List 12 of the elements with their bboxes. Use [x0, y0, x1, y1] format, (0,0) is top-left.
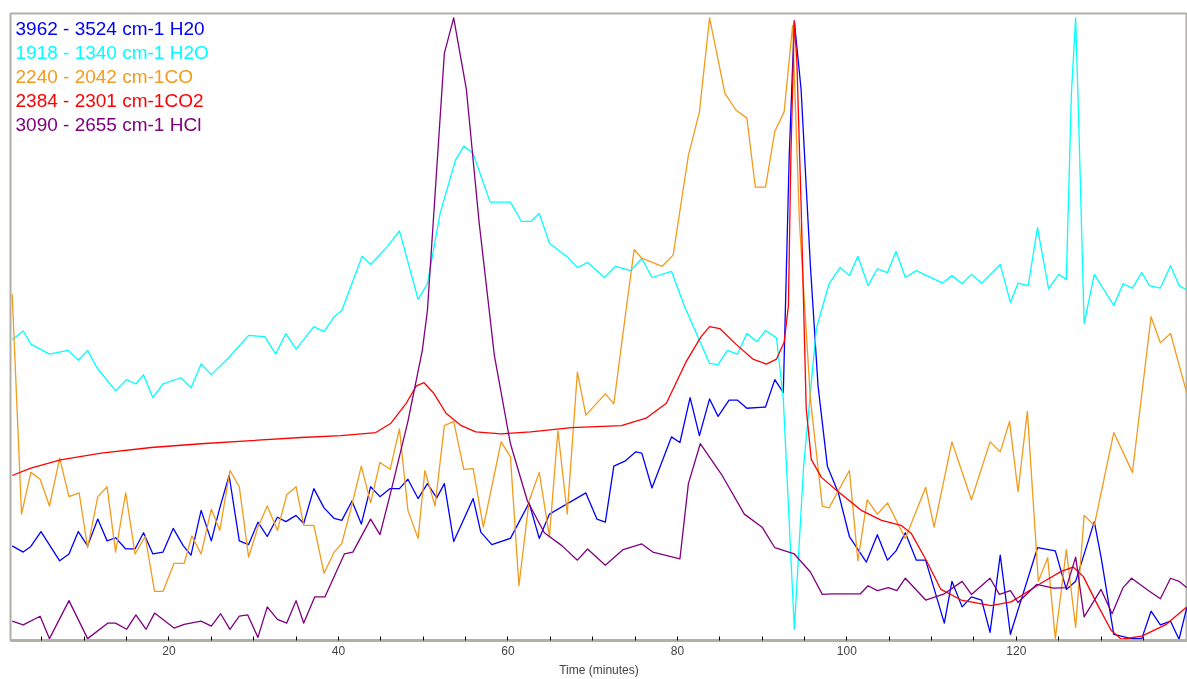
text: 2384 - 2301 cm-1CO2 [15, 89, 204, 111]
x-axis-title: Time (minutes) [559, 662, 639, 677]
text: 3090 - 2655 cm-1 HCl [15, 113, 202, 135]
x-tick-label: 100 [836, 643, 858, 658]
x-tick-label: 60 [501, 643, 515, 658]
x-tick-label: 120 [1006, 643, 1027, 658]
text: 1918 - 1340 cm-1 H2O [15, 41, 209, 63]
text: 2240 - 2042 cm-1CO [15, 65, 193, 87]
x-tick-label: 40 [331, 643, 346, 658]
x-tick-label: 80 [670, 643, 685, 658]
text: 3962 - 3524 cm-1 H20 [15, 17, 205, 39]
x-tick-label: 20 [162, 643, 176, 658]
